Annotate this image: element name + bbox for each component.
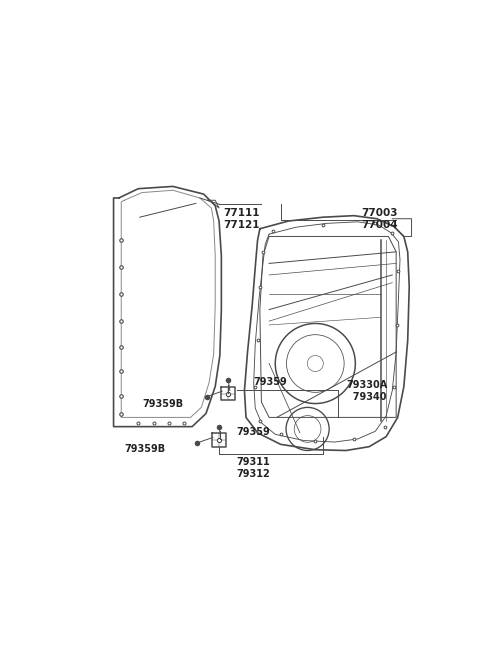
Text: 79359B: 79359B bbox=[142, 399, 183, 409]
Text: 79359: 79359 bbox=[237, 428, 271, 438]
Text: 79311
79312: 79311 79312 bbox=[237, 457, 271, 479]
Text: 79359: 79359 bbox=[254, 377, 288, 387]
Text: 77111
77121: 77111 77121 bbox=[223, 208, 259, 230]
Text: 77003
77004: 77003 77004 bbox=[361, 208, 398, 230]
Text: 79330A
  79340: 79330A 79340 bbox=[346, 381, 387, 402]
Text: 79359B: 79359B bbox=[124, 444, 166, 455]
